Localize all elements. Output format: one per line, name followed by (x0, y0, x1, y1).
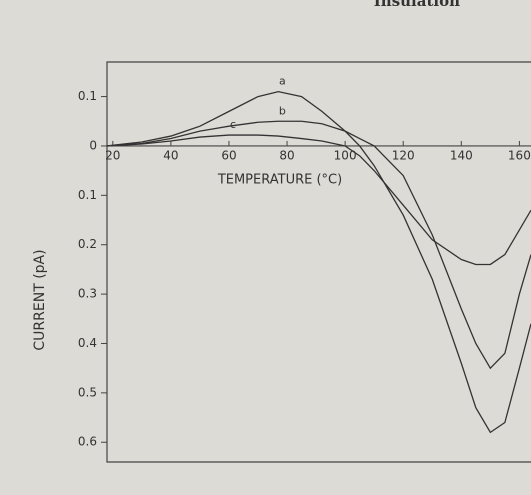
x-tick-label: 140 (450, 148, 473, 162)
y-tick-label: 0.3 (78, 287, 97, 301)
y-tick-label: 0.2 (78, 237, 97, 251)
curve (106, 120, 531, 370)
curve-label: c (230, 118, 236, 131)
x-tick-label: 40 (163, 148, 178, 162)
y-tick-label: 0.6 (78, 435, 97, 449)
y-tick-label: 0.1 (78, 188, 97, 202)
x-tick-label: 160 (508, 148, 531, 162)
x-tick-label: 60 (221, 148, 236, 162)
curve-label: a (279, 75, 286, 88)
curve (106, 90, 531, 434)
y-tick-label: 0 (89, 138, 97, 152)
y-tick-label: 0.1 (78, 89, 97, 103)
x-axis-label: TEMPERATURE (°C) (217, 173, 342, 188)
y-tick-label: 0.5 (78, 385, 97, 399)
curve-label: b (279, 104, 286, 117)
x-tick-label: 80 (279, 148, 294, 162)
x-tick-label: 100 (334, 148, 357, 162)
y-tick-label: 0.4 (78, 336, 97, 350)
x-tick-label: 20 (105, 148, 120, 162)
y-axis-label: CURRENT (pA) (32, 249, 48, 350)
x-tick-label: 120 (392, 148, 415, 162)
page-heading: Insulation (374, 0, 460, 10)
plot-frame (106, 61, 531, 463)
curve (106, 134, 531, 266)
